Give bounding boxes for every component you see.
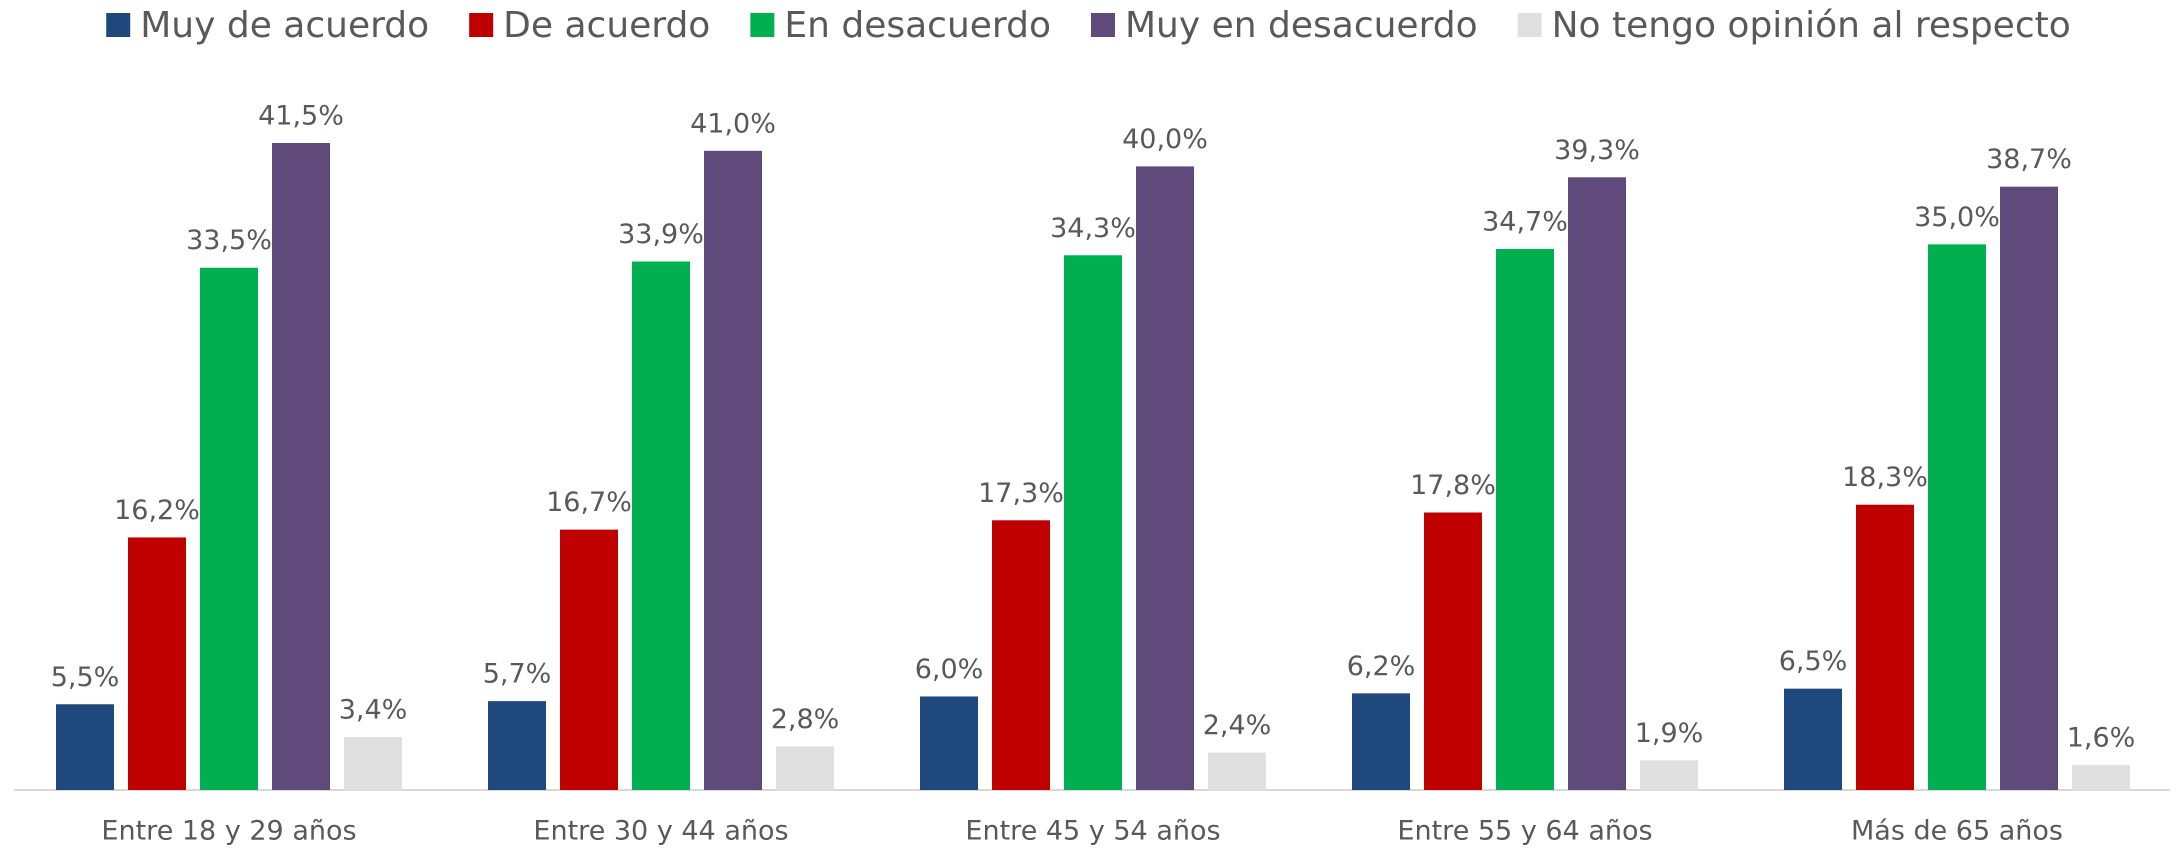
legend-swatch <box>106 13 131 37</box>
bar <box>1352 693 1410 790</box>
data-label: 17,3% <box>978 478 1064 509</box>
data-label: 1,9% <box>1635 718 1704 749</box>
data-label: 39,3% <box>1554 135 1640 166</box>
data-label: 1,6% <box>2067 723 2136 754</box>
bar <box>2000 186 2058 791</box>
bar <box>1136 166 1194 790</box>
bar <box>992 520 1050 790</box>
data-label: 34,7% <box>1482 207 1568 238</box>
data-label: 18,3% <box>1842 462 1928 493</box>
bar <box>1424 512 1482 790</box>
bar <box>920 696 978 790</box>
data-label: 2,4% <box>1203 710 1272 741</box>
bar <box>344 736 402 790</box>
bar <box>128 537 186 790</box>
data-label: 40,0% <box>1122 124 1208 155</box>
data-label: 33,9% <box>618 219 704 250</box>
data-label: 5,7% <box>483 659 552 690</box>
data-label: 6,5% <box>1779 646 1848 677</box>
bar <box>1496 249 1554 791</box>
legend-swatch <box>750 13 775 37</box>
legend-label: No tengo opinión al respecto <box>1552 5 2071 46</box>
bar <box>560 529 618 790</box>
bar <box>488 701 546 790</box>
data-label: 41,0% <box>690 108 776 139</box>
x-tick-label: Entre 45 y 54 años <box>965 816 1220 847</box>
x-tick-label: Más de 65 años <box>1851 816 2063 847</box>
data-label: 17,8% <box>1410 470 1496 501</box>
legend-swatch <box>1090 13 1115 37</box>
data-label: 33,5% <box>186 225 272 256</box>
data-label: 41,5% <box>258 101 344 132</box>
data-label: 6,2% <box>1347 651 1416 682</box>
x-tick-label: Entre 55 y 64 años <box>1397 816 1652 847</box>
bar <box>704 150 762 790</box>
bar <box>1208 752 1266 790</box>
bar <box>1856 504 1914 790</box>
bar <box>1640 760 1698 790</box>
data-label: 2,8% <box>771 704 840 735</box>
data-label: 16,2% <box>114 495 200 526</box>
bar <box>1064 255 1122 790</box>
legend-swatch <box>469 13 494 37</box>
bar <box>272 143 330 790</box>
legend-label: Muy en desacuerdo <box>1125 5 1478 46</box>
bar <box>1568 177 1626 791</box>
data-label: 34,3% <box>1050 213 1136 244</box>
legend-label: En desacuerdo <box>784 5 1051 46</box>
legend-label: Muy de acuerdo <box>140 5 429 46</box>
legend-swatch <box>1517 13 1542 37</box>
bar <box>2072 765 2130 790</box>
x-tick-label: Entre 18 y 29 años <box>101 816 356 847</box>
x-tick-label: Entre 30 y 44 años <box>533 816 788 847</box>
data-label: 38,7% <box>1986 144 2072 175</box>
data-label: 35,0% <box>1914 202 2000 233</box>
data-label: 16,7% <box>546 487 632 518</box>
data-label: 3,4% <box>339 694 408 725</box>
bar <box>1928 244 1986 791</box>
legend-label: De acuerdo <box>503 5 710 46</box>
bar <box>1784 688 1842 790</box>
data-label: 5,5% <box>51 662 120 693</box>
bar <box>632 261 690 790</box>
bar <box>200 267 258 790</box>
bar <box>776 746 834 790</box>
data-label: 6,0% <box>915 654 984 685</box>
bar <box>56 704 114 790</box>
